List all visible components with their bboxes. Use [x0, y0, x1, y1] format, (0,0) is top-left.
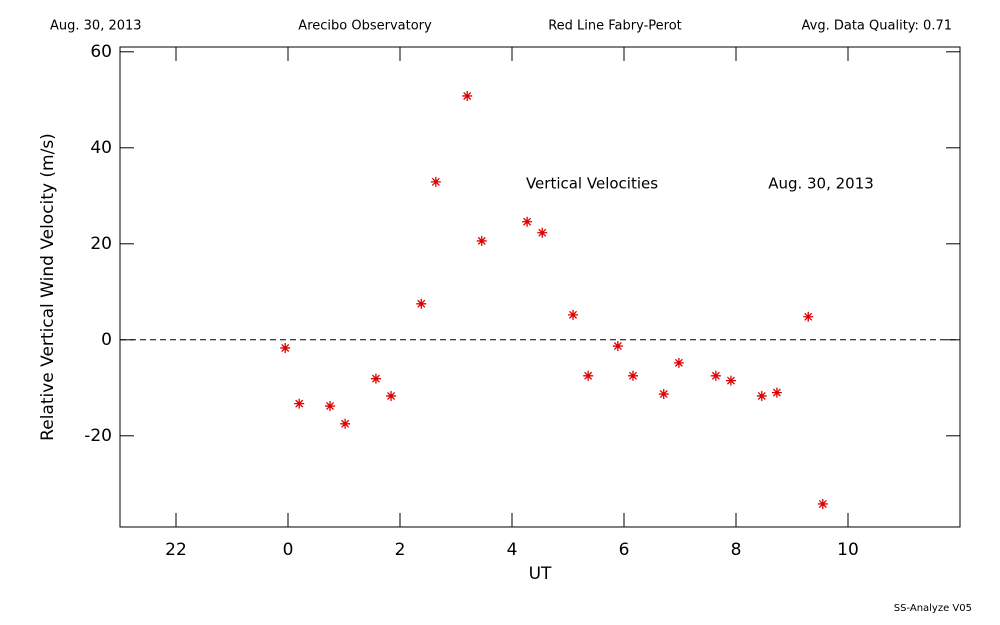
point — [476, 235, 487, 246]
x-axis-label: UT — [529, 564, 552, 584]
point — [462, 90, 473, 101]
point — [725, 375, 736, 386]
point — [817, 498, 828, 509]
point — [583, 370, 594, 381]
point — [803, 311, 814, 322]
point — [627, 370, 638, 381]
header-site: Arecibo Observatory — [298, 19, 432, 34]
y-tick-label: 40 — [90, 138, 112, 158]
header-instrument: Red Line Fabry-Perot — [548, 19, 682, 34]
header-quality: Avg. Data Quality: 0.71 — [802, 19, 952, 34]
point — [537, 227, 548, 238]
point — [416, 298, 427, 309]
point — [673, 357, 684, 368]
point — [386, 390, 397, 401]
point — [522, 216, 533, 227]
x-tick-label: 10 — [837, 540, 859, 560]
point — [370, 373, 381, 384]
x-tick-label: 8 — [731, 540, 742, 560]
x-tick-label: 22 — [165, 540, 187, 560]
point — [658, 389, 669, 400]
point — [294, 398, 305, 409]
y-tick-label: 60 — [90, 42, 112, 62]
point — [430, 176, 441, 187]
point — [612, 341, 623, 352]
footer: SS-Analyze V05 — [894, 603, 972, 614]
y-axis-label: Relative Vertical Wind Velocity (m/s) — [38, 133, 58, 441]
chart-title: Vertical Velocities — [526, 175, 658, 193]
x-tick-label: 4 — [507, 540, 518, 560]
point — [710, 370, 721, 381]
plot-frame — [119, 46, 961, 528]
point — [280, 342, 291, 353]
chart-subtitle: Aug. 30, 2013 — [768, 175, 874, 193]
x-tick-label: 0 — [283, 540, 294, 560]
point — [771, 387, 782, 398]
point — [568, 309, 579, 320]
x-tick-label: 2 — [395, 540, 406, 560]
x-tick-label: 6 — [619, 540, 630, 560]
point — [325, 401, 335, 412]
y-tick-label: 20 — [90, 234, 112, 254]
point — [756, 390, 767, 401]
y-tick-label: -20 — [84, 426, 112, 446]
point — [340, 418, 351, 429]
y-tick-label: 0 — [101, 330, 112, 350]
header-date: Aug. 30, 2013 — [50, 19, 142, 34]
